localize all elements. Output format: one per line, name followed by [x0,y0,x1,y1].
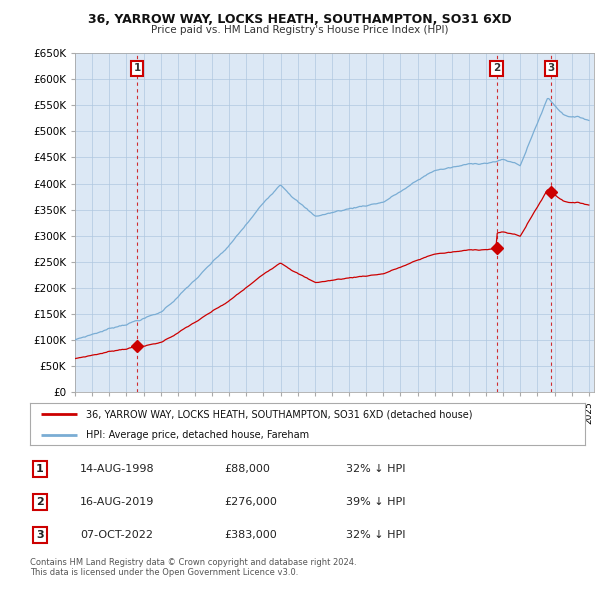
Text: 36, YARROW WAY, LOCKS HEATH, SOUTHAMPTON, SO31 6XD (detached house): 36, YARROW WAY, LOCKS HEATH, SOUTHAMPTON… [86,409,472,419]
Text: 2: 2 [493,63,500,73]
Text: 16-AUG-2019: 16-AUG-2019 [80,497,154,507]
Text: 2: 2 [36,497,44,507]
Text: 1: 1 [133,63,140,73]
Text: HPI: Average price, detached house, Fareham: HPI: Average price, detached house, Fare… [86,430,308,440]
Text: 14-AUG-1998: 14-AUG-1998 [80,464,155,474]
Text: 1: 1 [36,464,44,474]
Text: 32% ↓ HPI: 32% ↓ HPI [346,464,406,474]
Text: 32% ↓ HPI: 32% ↓ HPI [346,530,406,540]
Text: 36, YARROW WAY, LOCKS HEATH, SOUTHAMPTON, SO31 6XD: 36, YARROW WAY, LOCKS HEATH, SOUTHAMPTON… [88,13,512,26]
Text: 3: 3 [36,530,44,540]
Text: £383,000: £383,000 [224,530,277,540]
Text: 3: 3 [547,63,554,73]
Text: Price paid vs. HM Land Registry's House Price Index (HPI): Price paid vs. HM Land Registry's House … [151,25,449,35]
Text: Contains HM Land Registry data © Crown copyright and database right 2024.
This d: Contains HM Land Registry data © Crown c… [30,558,356,577]
Text: 07-OCT-2022: 07-OCT-2022 [80,530,153,540]
Text: 39% ↓ HPI: 39% ↓ HPI [346,497,406,507]
Text: £88,000: £88,000 [224,464,270,474]
Text: £276,000: £276,000 [224,497,277,507]
